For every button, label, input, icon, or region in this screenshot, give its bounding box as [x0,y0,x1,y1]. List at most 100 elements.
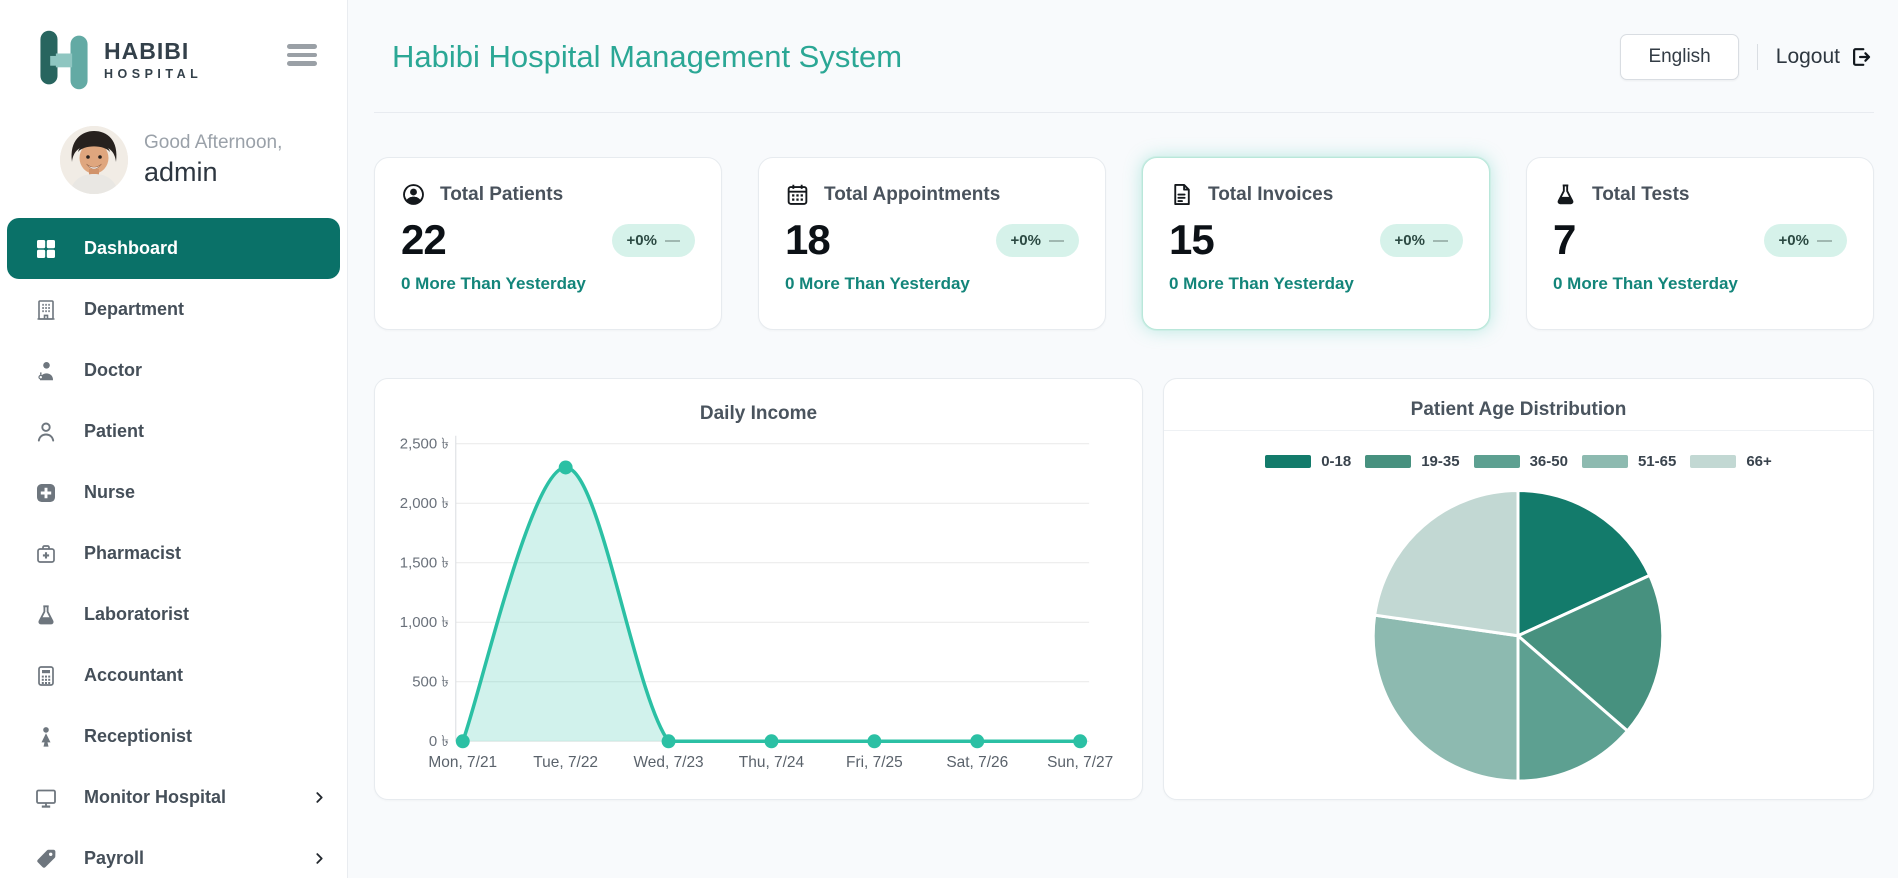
svg-text:2,500 ৳: 2,500 ৳ [400,436,449,453]
svg-text:500 ৳: 500 ৳ [412,674,449,691]
chevron-right-icon [312,790,327,805]
stat-card-value: 22 [401,216,447,263]
brand-logo: HABIBI HOSPITAL [38,24,202,96]
avatar [60,126,128,194]
sidebar-item-nurse[interactable]: Nurse [0,462,347,523]
invoice-icon [1169,182,1194,207]
brand-line2: HOSPITAL [104,66,203,81]
stat-card-header: Total Patients [401,182,695,207]
logout-icon [1850,46,1872,68]
daily-income-card: Daily Income 0 ৳ 500 ৳ 1,000 ৳ 1,500 ৳ 2,000… [374,378,1143,800]
sidebar-item-label: Patient [84,421,145,441]
language-button[interactable]: English [1620,34,1739,80]
tag-icon [34,847,58,871]
svg-text:2,000 ৳: 2,000 ৳ [400,495,449,512]
nurse-cross-icon [34,481,58,505]
stat-card-total-patients: Total Patients 22 +0% — 0 More Than Yesterda… [374,157,722,330]
calculator-icon [34,664,58,688]
sidebar-item-monitor-hospital[interactable]: Monitor Hospital [0,767,347,828]
sidebar-item-doctor[interactable]: Doctor [0,340,347,401]
doctor-icon [34,359,58,383]
stat-card-title: Total Patients [440,183,564,205]
legend-label: 19-35 [1421,453,1460,470]
stat-card-note: 0 More Than Yesterday [1169,274,1354,293]
sidebar-item-laboratorist[interactable]: Laboratorist [0,584,347,645]
daily-income-title: Daily Income [699,403,818,424]
flat-trend-icon: — [1433,231,1448,249]
trend-percent: +0% [1778,231,1809,249]
charts-row: Daily Income 0 ৳ 500 ৳ 1,000 ৳ 1,500 ৳ 2,000… [374,378,1874,800]
flat-trend-icon: — [665,231,680,249]
page-title: Habibi Hospital Management System [392,39,903,74]
sidebar-item-label: Payroll [84,848,145,868]
sidebar-item-label: Nurse [84,482,136,502]
age-distribution-pie [1371,488,1665,783]
sidebar-item-label: Receptionist [84,726,193,746]
legend-label: 0-18 [1321,453,1352,470]
svg-text:1,500 ৳: 1,500 ৳ [400,555,449,572]
svg-text:Wed, 7/23: Wed, 7/23 [633,754,703,771]
building-icon [34,298,58,322]
svg-text:Thu, 7/24: Thu, 7/24 [739,754,805,771]
legend-swatch [1365,455,1412,468]
sidebar-item-department[interactable]: Department [0,279,347,340]
person-circle-icon [401,182,426,207]
trend-badge: +0% — [995,223,1079,257]
patient-icon [34,420,58,444]
flat-trend-icon: — [1049,231,1064,249]
trend-percent: +0% [1010,231,1041,249]
sidebar-menu: Dashboard Department Doctor Patient Nurse Pha… [0,218,347,878]
sidebar-item-label: Accountant [84,665,183,685]
sidebar-item-accountant[interactable]: Accountant [0,645,347,706]
sidebar-item-patient[interactable]: Patient [0,401,347,462]
logout-button[interactable]: Logout [1776,45,1872,69]
legend-label: 51-65 [1637,453,1677,470]
stat-card-title: Total Invoices [1208,183,1334,205]
stat-card-note: 0 More Than Yesterday [785,274,970,293]
sidebar-item-label: Pharmacist [84,543,182,563]
legend-swatch [1473,455,1520,468]
svg-text:Mon, 7/21: Mon, 7/21 [428,754,497,771]
age-distribution-card: Patient Age Distribution 0-18 19-35 36-50 5… [1163,378,1874,800]
brand-name: HABIBI HOSPITAL [104,38,203,81]
logo-row: HABIBI HOSPITAL [0,24,347,96]
stat-card-header: Total Invoices [1169,182,1463,207]
sidebar-item-payroll[interactable]: Payroll [0,828,347,878]
age-distribution-title: Patient Age Distribution [1164,379,1873,431]
stat-card-total-appointments: Total Appointments 18 +0% — 0 More Than Yest… [758,157,1106,330]
chevron-right-icon [312,851,327,866]
svg-text:Tue, 7/22: Tue, 7/22 [533,754,598,771]
calendar-icon [785,182,810,207]
test-flask-icon [1553,182,1578,207]
pie-legend: 0-18 19-35 36-50 51-65 66+ [1164,453,1873,470]
svg-text:Fri, 7/25: Fri, 7/25 [846,754,903,771]
svg-text:Sun, 7/27: Sun, 7/27 [1047,754,1113,771]
hospital-logo-icon [38,24,90,96]
medkit-icon [34,542,58,566]
legend-item-19-35: 19-35 [1365,453,1460,470]
trend-badge: +0% — [611,223,695,257]
sidebar-item-label: Monitor Hospital [84,787,226,807]
logout-label: Logout [1775,45,1840,68]
stat-card-header: Total Appointments [785,182,1079,207]
legend-item-51-65: 51-65 [1581,453,1677,470]
sidebar-item-pharmacist[interactable]: Pharmacist [0,523,347,584]
receptionist-icon [34,725,58,749]
sidebar-item-label: Dashboard [84,238,179,258]
stat-card-value: 18 [785,216,831,263]
sidebar-item-dashboard[interactable]: Dashboard [7,218,340,279]
header-divider [1756,44,1758,70]
svg-text:0 ৳: 0 ৳ [429,733,449,750]
sidebar-item-receptionist[interactable]: Receptionist [0,706,347,767]
svg-text:Sat, 7/26: Sat, 7/26 [946,754,1008,771]
trend-percent: +0% [1394,231,1425,249]
legend-item-66: 66+ [1690,453,1772,470]
brand-line1: HABIBI [104,38,190,65]
stat-card-title: Total Tests [1592,183,1690,205]
legend-item-0-18: 0-18 [1265,453,1351,470]
hamburger-menu-icon[interactable] [287,40,317,70]
username: admin [144,157,218,187]
legend-label: 36-50 [1529,453,1568,470]
trend-percent: +0% [626,231,657,249]
sidebar: HABIBI HOSPITAL Good Afternoon, admin [0,0,348,878]
